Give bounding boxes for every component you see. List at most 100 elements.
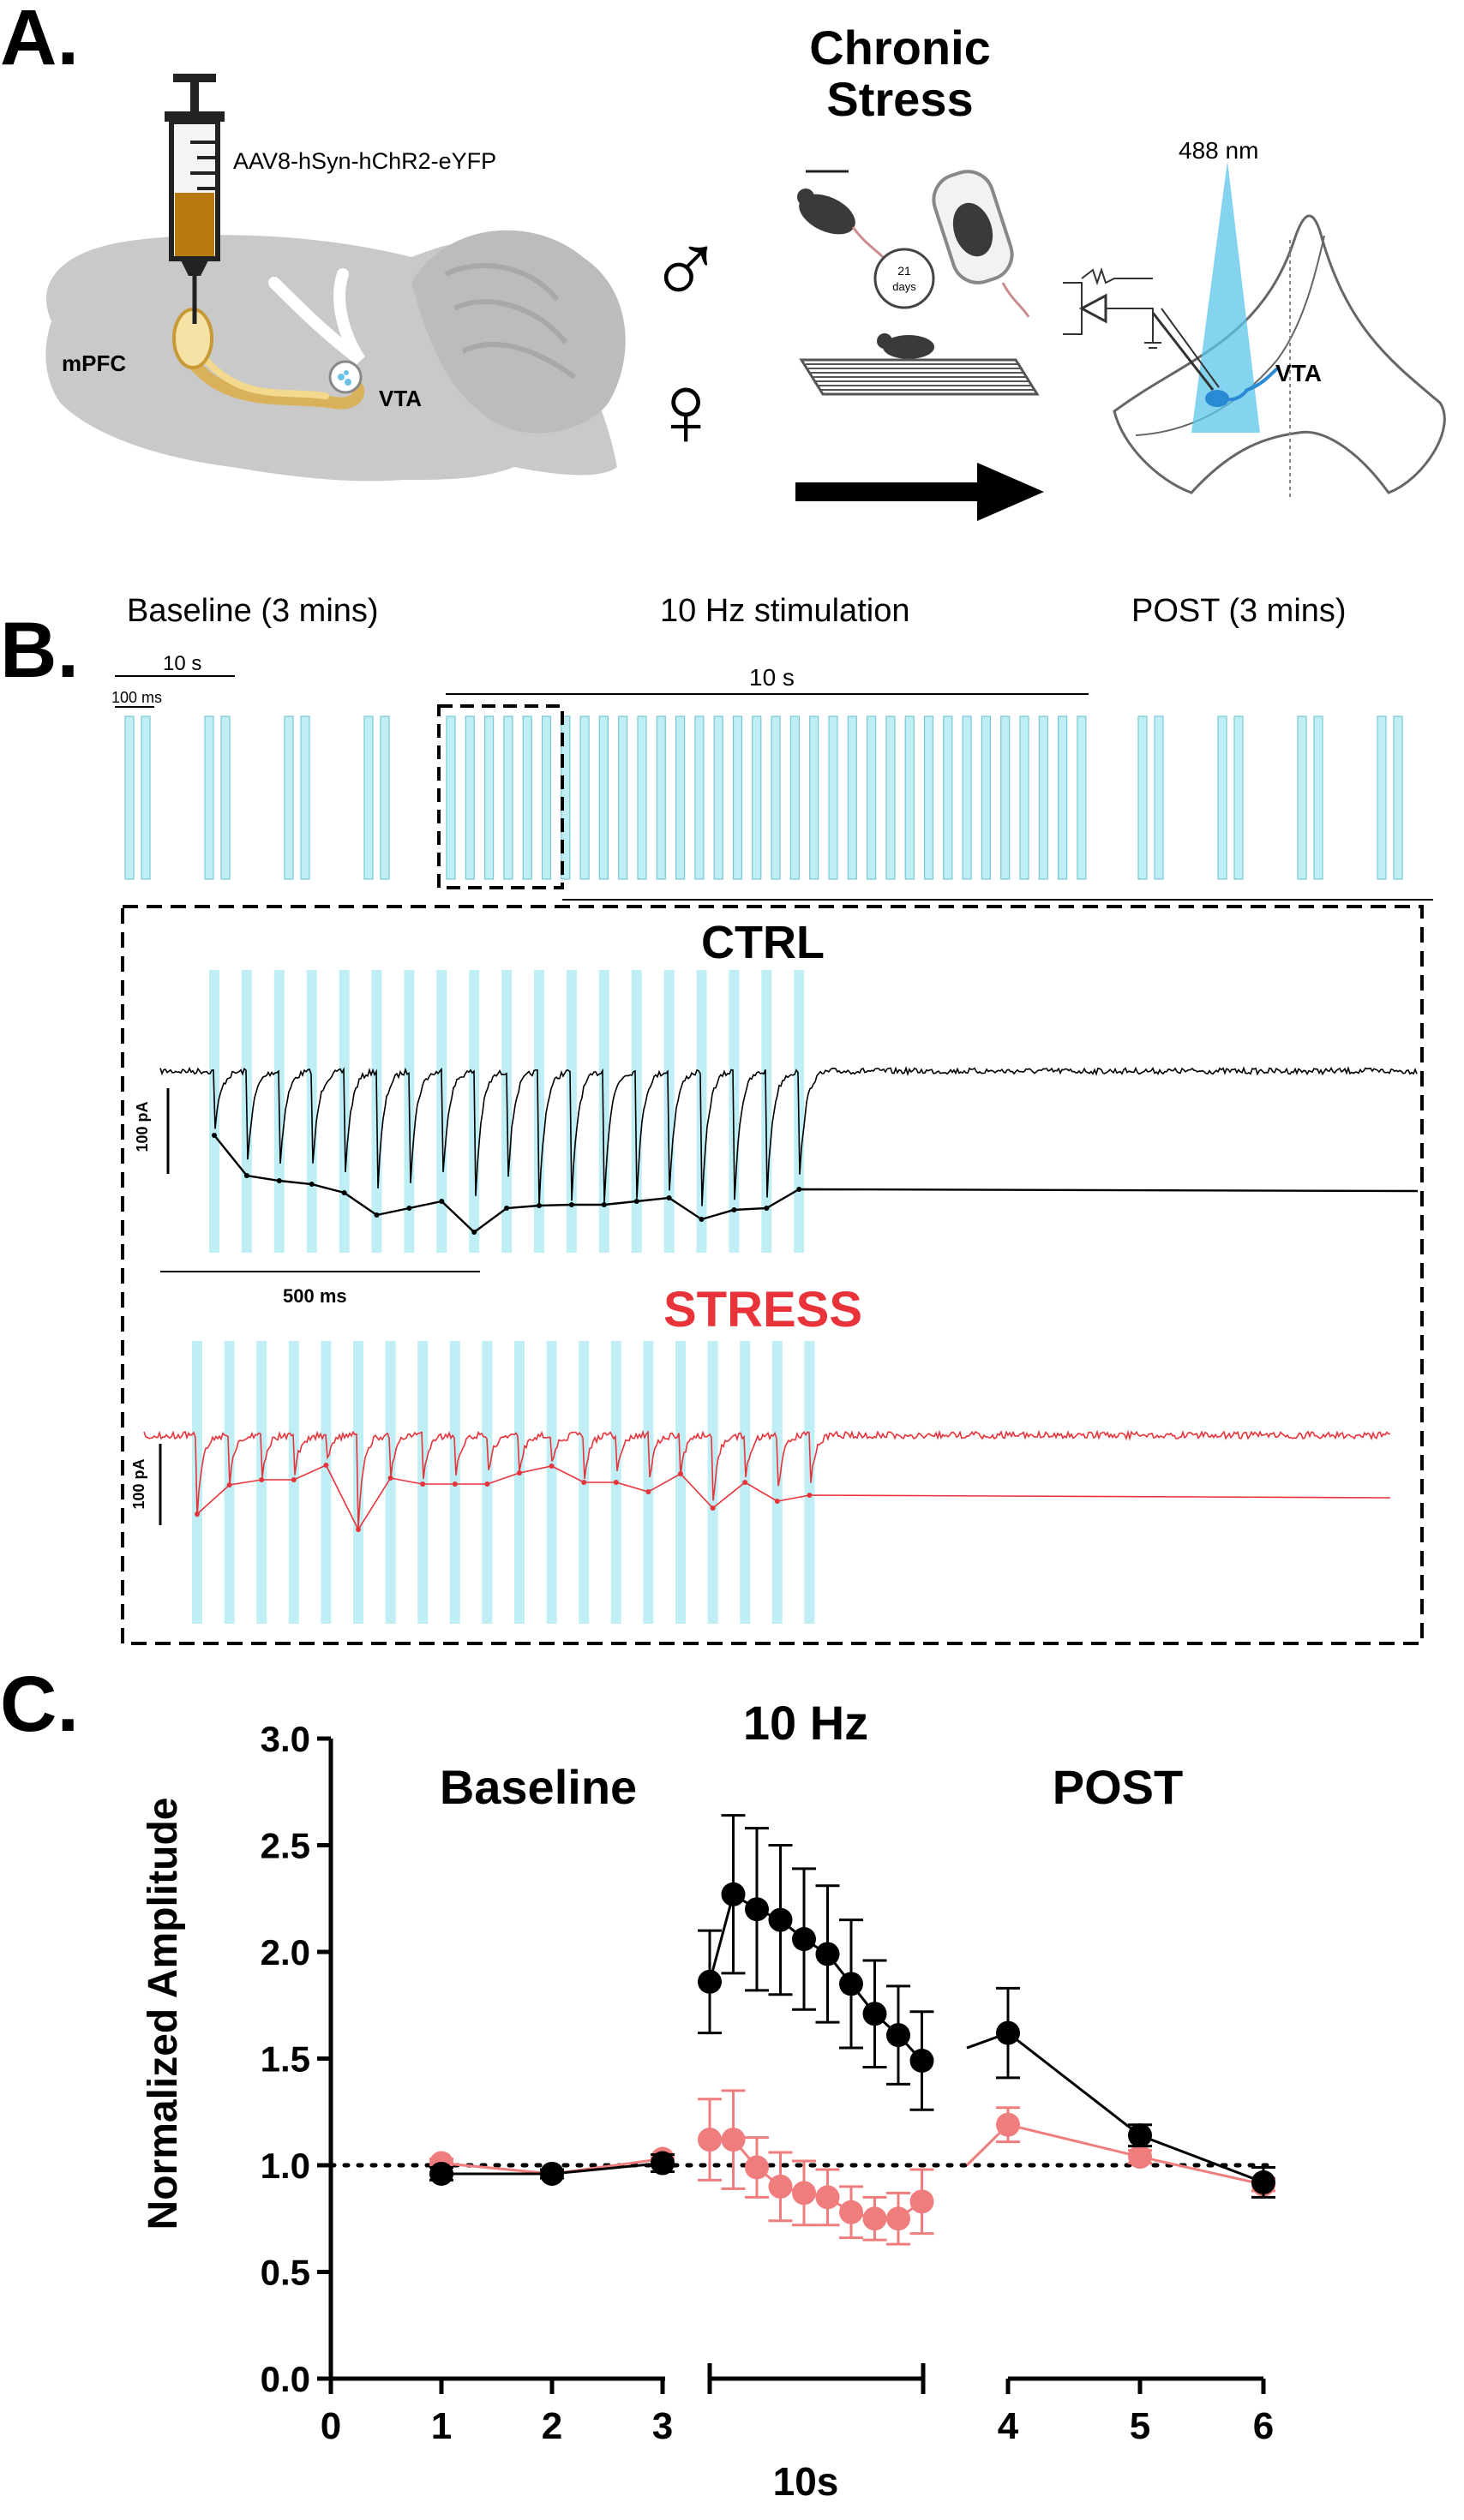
female-symbol: ♀ [647,353,724,468]
zoom-panel-frame [121,905,1424,1645]
panel-c-letter: C. [0,1661,79,1748]
ctrl-title: CTRL [701,917,825,968]
protocol-pulse [1057,715,1068,880]
protocol-pulse [637,715,647,880]
stress-peak-dot [195,1511,200,1517]
stress-light-pulse [514,1341,525,1624]
mpfc-label: mPFC [62,350,126,376]
scale-100pa-stress: 100 pA [130,1458,147,1509]
stress-peak-dot [291,1477,297,1482]
protocol-pulse [694,715,705,880]
protocol-pulse [380,715,390,880]
stress-peak-dots [195,1463,813,1532]
x-tick-label: 5 [1130,2405,1150,2447]
x-tick-label: 0 [321,2405,341,2447]
x-tick-label: 4 [998,2405,1019,2447]
protocol-pulse [962,715,972,880]
mouse-restraint-icon [797,170,1030,318]
panel-a-letter: A. [0,0,79,81]
protocol-pulse [1297,715,1307,880]
ctrl-peak-dot [504,1206,510,1211]
ctrl-peak-dot [212,1133,217,1138]
ctrl-peak-dot [601,1202,607,1207]
stress-light-pulse [771,1341,783,1624]
baseline-label: Baseline (3 mins) [127,593,379,629]
group-label-post: POST [1053,1760,1183,1814]
y-axis-label: Normalized Amplitude [141,1798,186,2230]
ctrl-peak-envelope [213,1134,1419,1234]
stress-light-pulse [321,1341,332,1624]
y-tick-label: 2.5 [261,1826,310,1866]
ctrl-peak-dot [341,1190,347,1195]
ctrl-peak-dot [276,1178,282,1183]
stress-peak-dot [226,1482,232,1487]
protocol-pulse [789,715,801,880]
scale-10s-top: 10 s [749,664,795,691]
stress-peak-dot [742,1480,748,1485]
stress-light-pulse [385,1341,396,1624]
stress-stim-point [909,2189,934,2214]
stress-peak-dot [484,1481,490,1487]
protocol-pulse [446,715,456,880]
protocol-pulse [923,715,934,880]
protocol-pulse [618,715,628,880]
ctrl-light-pulse [663,970,675,1253]
protocol-pulse [1313,715,1323,880]
stim-label: 10 Hz stimulation [660,593,909,629]
ctrl-peak-dot [568,1202,574,1207]
stress-stim-point [698,2128,722,2152]
ctrl-stim-point [721,1882,746,1906]
stress-peak-dot [710,1505,716,1511]
protocol-pulse [656,715,666,880]
protocol-pulse [943,715,953,880]
ctrl-light-pulse [631,970,642,1253]
stress-peak-dot [323,1463,329,1468]
protocol-pulse [284,715,294,880]
ctrl-stim-point [839,1972,863,1996]
shock-grid-icon [799,333,1040,396]
ctrl-baseline-point [429,2161,453,2186]
protocol-pulse [713,715,723,880]
stress-peak-dot [517,1470,522,1475]
ctrl-stim-line [708,1892,923,2062]
protocol-pulse [885,715,896,880]
scale-100pa-ctrl: 100 pA [134,1101,151,1152]
y-tick-label: 1.5 [261,2039,310,2080]
y-tick-label: 0.0 [261,2359,310,2399]
ctrl-post-point [1128,2123,1152,2148]
stress-stim-point [839,2200,863,2224]
stress-peak-dot [387,1475,393,1481]
ctrl-light-pulse [696,970,707,1253]
virus-label: AAV8-hSyn-hChR2-eYFP [233,148,496,174]
ctrl-post-point [1251,2170,1275,2194]
ctrl-peak-dot [439,1199,445,1204]
ctrl-peak-dot [374,1212,380,1218]
x-tick-label: 3 [652,2405,673,2447]
stress-light-pulse [643,1341,654,1624]
protocol-pulse [1137,715,1148,880]
protocol-pulse [598,715,609,880]
stress-stim-point [815,2185,840,2210]
group-label-baseline: Baseline [440,1760,637,1814]
stress-peak-dot [356,1527,361,1532]
post-label: POST (3 mins) [1131,593,1347,629]
protocol-pulse [771,715,781,880]
stress-light-pulse [192,1341,202,1624]
x-tick-label: 2 [542,2405,562,2447]
days-clock-icon: 21 days [873,248,935,309]
protocol-pulse [1038,715,1048,880]
protocol-pulse [503,715,513,880]
stress-peak-dot [678,1471,683,1476]
stress-stim-line [710,2138,923,2220]
ctrl-peak-dot [731,1207,737,1212]
protocol-pulse [732,715,743,880]
protocol-pulse [363,715,374,880]
protocol-pulse [522,715,532,880]
ctrl-stim-point [792,1927,816,1952]
ctrl-stim-point [745,1897,769,1922]
ctrl-peak-dot [764,1206,770,1211]
svg-text:days: days [892,280,916,293]
protocol-pulse [847,715,857,880]
protocol-pulse [220,715,231,880]
svg-text:21: 21 [897,264,911,278]
